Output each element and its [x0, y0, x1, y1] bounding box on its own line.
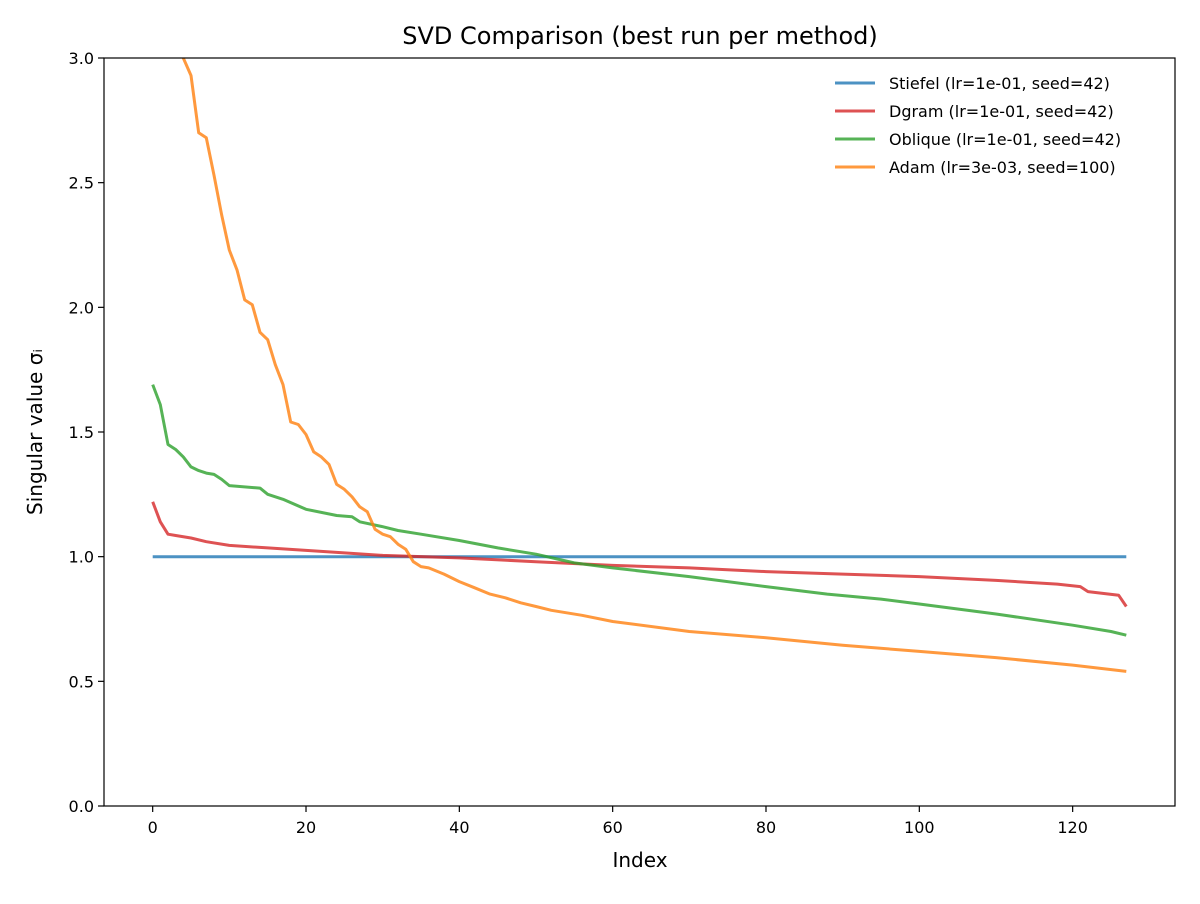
x-tick-label: 40	[449, 818, 469, 837]
legend: Stiefel (lr=1e-01, seed=42) Dgram (lr=1e-…	[835, 74, 1121, 177]
y-tick-label: 1.0	[69, 548, 94, 567]
y-tick-label: 0.5	[69, 672, 94, 691]
y-tick-label: 2.5	[69, 174, 94, 193]
x-tick-label: 60	[602, 818, 622, 837]
y-tick-label: 0.0	[69, 797, 94, 816]
legend-label-adam: Adam (lr=3e-03, seed=100)	[889, 158, 1116, 177]
series-line-dgram	[151, 501, 1128, 608]
y-tick-label: 3.0	[69, 49, 94, 68]
series-line-adam	[181, 58, 1127, 673]
series-layer	[151, 58, 1128, 673]
x-tick-label: 100	[904, 818, 935, 837]
y-axis-label: Singular value σᵢ	[23, 349, 47, 515]
legend-label-oblique: Oblique (lr=1e-01, seed=42)	[889, 130, 1121, 149]
x-tick-label: 80	[756, 818, 776, 837]
x-axis-label: Index	[612, 848, 667, 872]
x-tick-label: 120	[1057, 818, 1088, 837]
x-tick-label: 0	[148, 818, 158, 837]
y-tick-label: 1.5	[69, 423, 94, 442]
legend-label-stiefel: Stiefel (lr=1e-01, seed=42)	[889, 74, 1110, 93]
chart-title: SVD Comparison (best run per method)	[402, 22, 877, 50]
x-axis: 0 20 40 60 80 100 120	[148, 806, 1088, 837]
series-line-oblique	[151, 384, 1127, 637]
y-tick-label: 2.0	[69, 298, 94, 317]
x-tick-label: 20	[296, 818, 316, 837]
y-axis: 0.0 0.5 1.0 1.5 2.0 2.5 3.0	[69, 49, 104, 816]
legend-label-dgram: Dgram (lr=1e-01, seed=42)	[889, 102, 1114, 121]
